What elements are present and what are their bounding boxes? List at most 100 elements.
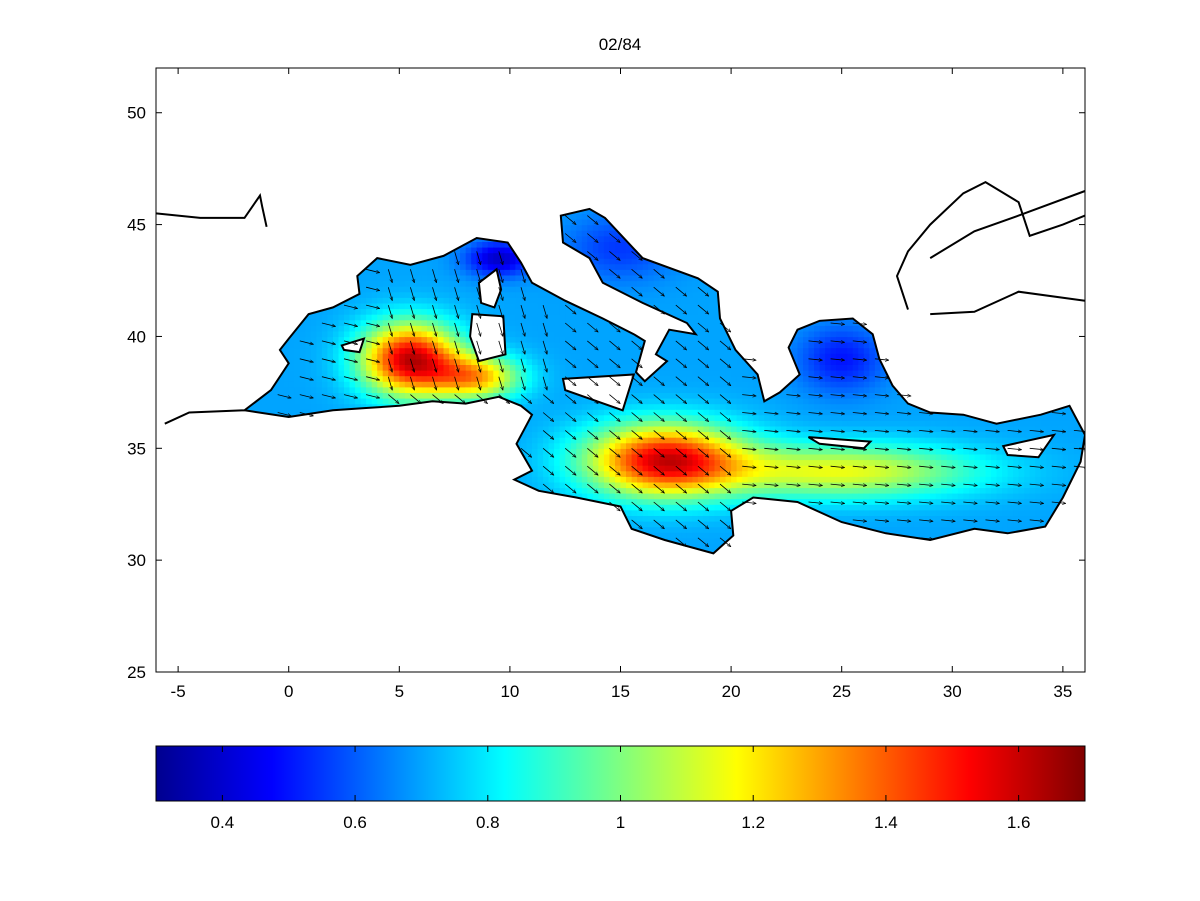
field-cell <box>410 526 417 533</box>
field-cell <box>349 476 356 483</box>
field-cell <box>399 314 406 321</box>
field-cell <box>509 420 516 427</box>
field-cell <box>261 425 268 433</box>
field-cell <box>310 386 317 393</box>
field-cell <box>576 437 583 444</box>
field-cell <box>233 364 240 371</box>
field-cell <box>393 330 400 338</box>
field-cell <box>487 509 494 516</box>
field-cell <box>189 364 196 371</box>
field-cell <box>164 487 168 494</box>
field-cell <box>349 526 356 533</box>
field-cell <box>554 409 561 416</box>
field-cell <box>543 364 550 371</box>
field-cell <box>476 370 483 377</box>
field-cell <box>167 364 174 371</box>
field-cell <box>250 308 257 315</box>
field-cell <box>509 487 516 494</box>
field-cell <box>156 359 162 365</box>
field-cell <box>443 409 450 416</box>
field-cell <box>283 330 290 338</box>
field-cell <box>559 269 566 276</box>
field-cell <box>404 409 411 416</box>
field-cell <box>338 219 345 226</box>
field-cell <box>167 498 174 505</box>
field-cell <box>537 330 544 338</box>
field-cell <box>449 291 456 298</box>
field-cell <box>266 403 273 410</box>
field-cell <box>415 302 422 310</box>
field-cell <box>366 208 373 214</box>
field-cell <box>310 252 317 259</box>
field-cell <box>460 543 467 550</box>
field-cell <box>415 409 422 416</box>
field-cell <box>316 336 323 343</box>
field-cell <box>454 431 461 438</box>
field-cell <box>421 555 427 561</box>
field-cell <box>509 230 516 237</box>
field-cell <box>277 219 284 226</box>
field-cell <box>316 437 323 444</box>
field-cell <box>482 493 489 500</box>
field-cell <box>321 342 328 349</box>
field-cell <box>360 481 367 489</box>
field-cell <box>410 364 417 371</box>
field-cell <box>421 448 428 455</box>
field-cell <box>261 358 268 365</box>
field-cell <box>393 358 400 365</box>
field-cell <box>194 314 201 321</box>
field-cell <box>576 230 583 237</box>
field-cell <box>338 381 345 388</box>
field-cell <box>277 291 284 298</box>
field-cell <box>294 425 301 433</box>
field-cell <box>178 302 185 310</box>
field-cell <box>509 358 516 365</box>
field-cell <box>526 437 533 444</box>
field-cell <box>172 247 179 254</box>
field-cell <box>216 465 223 472</box>
field-cell <box>482 549 489 554</box>
field-cell <box>294 291 301 298</box>
field-cell <box>576 319 583 326</box>
field-cell <box>183 442 190 449</box>
field-cell <box>167 425 174 433</box>
field-cell <box>427 297 434 304</box>
field-cell <box>377 381 384 388</box>
field-cell <box>205 208 212 214</box>
field-cell <box>200 219 207 226</box>
field-cell <box>382 230 389 237</box>
field-cell <box>438 375 445 382</box>
field-cell <box>183 258 190 265</box>
field-cell <box>487 543 494 550</box>
field-cell <box>476 543 483 550</box>
field-cell <box>278 202 284 208</box>
field-cell <box>559 258 566 265</box>
field-cell <box>194 302 201 310</box>
field-cell <box>526 342 533 349</box>
field-cell <box>183 420 190 427</box>
field-cell <box>465 319 472 326</box>
field-cell <box>521 431 528 438</box>
field-cell <box>465 302 472 310</box>
field-cell <box>581 476 588 483</box>
field-cell <box>366 555 372 561</box>
field-cell <box>238 521 245 528</box>
field-cell <box>576 537 583 544</box>
field-cell <box>526 224 533 231</box>
field-cell <box>360 476 367 483</box>
field-cell <box>471 202 477 208</box>
field-cell <box>377 465 384 472</box>
field-cell <box>476 515 483 522</box>
field-cell <box>366 364 373 371</box>
field-cell <box>183 515 190 522</box>
field-cell <box>194 342 201 349</box>
field-cell <box>410 263 417 270</box>
field-cell <box>277 286 284 293</box>
field-cell <box>288 370 295 377</box>
field-cell <box>460 476 467 483</box>
field-cell <box>438 297 445 304</box>
field-cell <box>183 549 190 554</box>
field-cell <box>167 543 174 550</box>
field-cell <box>200 286 207 293</box>
field-cell <box>537 364 544 371</box>
